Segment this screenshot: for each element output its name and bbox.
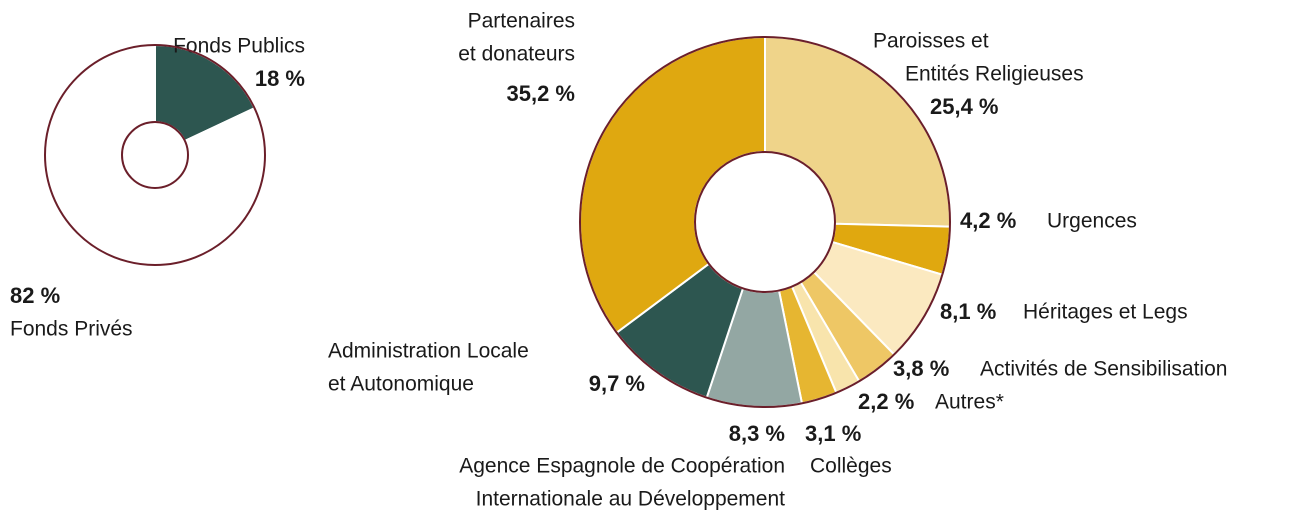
segment-label: Collèges [810, 455, 892, 478]
segment-label: Activités de Sensibilisation [980, 358, 1227, 381]
donut-hole [121, 121, 189, 189]
segment-label: Fonds Privés [10, 318, 133, 341]
donut-outer-border [579, 36, 951, 408]
segment-label: et donateurs [458, 43, 575, 66]
segment-label: Paroisses et [873, 30, 989, 53]
segment-label: Autres* [935, 391, 1004, 414]
segment-label: Internationale au Développement [476, 488, 786, 511]
value-label: 3,1 % [805, 421, 861, 446]
segment-label: Héritages et Legs [1023, 301, 1188, 324]
value-label: 8,3 % [729, 421, 785, 446]
donut-outer-border [44, 44, 266, 266]
value-label: 25,4 % [930, 94, 999, 119]
value-label: 9,7 % [589, 371, 645, 396]
segment-label: Administration Locale [328, 340, 529, 363]
value-label: 8,1 % [940, 299, 996, 324]
donut-hole [694, 151, 836, 293]
segment-label: Entités Religieuses [905, 63, 1084, 86]
value-label: 35,2 % [507, 81, 576, 106]
value-label: 82 % [10, 283, 60, 308]
value-label: 4,2 % [960, 208, 1016, 233]
segment-label: Agence Espagnole de Coopération [459, 455, 785, 478]
segment-label: Fonds Publics [173, 35, 305, 58]
segment-label: Urgences [1047, 210, 1137, 233]
segment-label: et Autonomique [328, 373, 474, 396]
value-label: 2,2 % [858, 389, 914, 414]
segment-label: Partenaires [468, 10, 575, 33]
value-label: 18 % [255, 66, 305, 91]
value-label: 3,8 % [893, 356, 949, 381]
